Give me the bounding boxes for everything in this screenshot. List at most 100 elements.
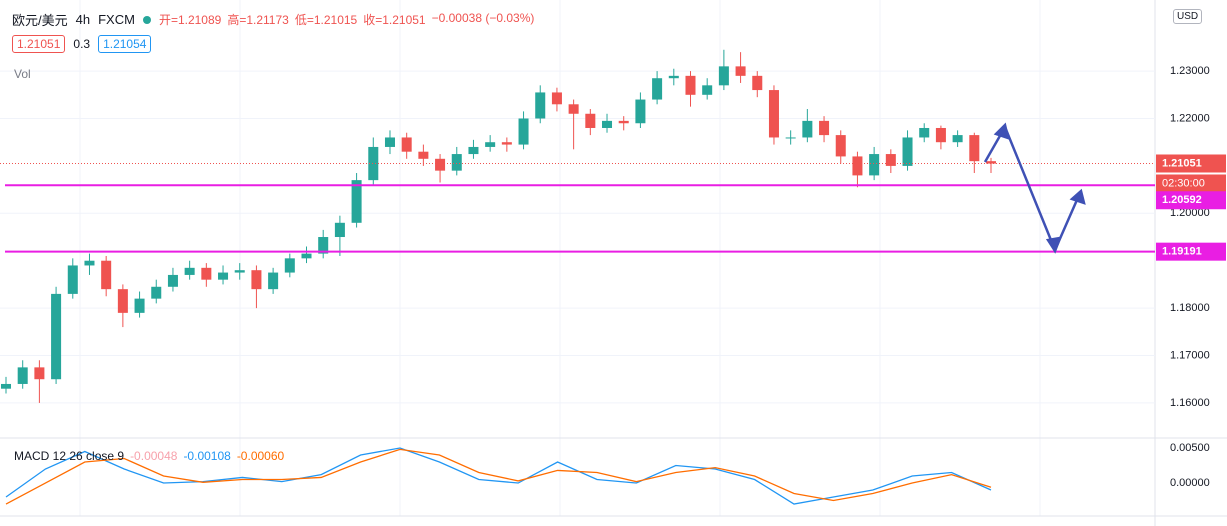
quote-badges: 1.21051 0.3 1.21054 (12, 35, 152, 53)
candle-body (17, 367, 28, 384)
candle-body (635, 99, 646, 124)
exchange: FXCM (98, 12, 135, 27)
candle-body (418, 151, 429, 159)
last-price-label: 1.21051 (1162, 157, 1202, 169)
candle-body (802, 120, 813, 138)
y-tick-label: 1.22000 (1170, 112, 1210, 124)
candle-body (652, 78, 663, 100)
bid[interactable]: 1.21051 (12, 35, 66, 53)
candle-body (234, 270, 245, 273)
ask[interactable]: 1.21054 (98, 35, 152, 53)
candle-body (668, 75, 679, 79)
countdown-box (1156, 174, 1226, 193)
candle-body (902, 137, 913, 166)
candle-body (919, 127, 930, 138)
y-tick-label: 1.17000 (1170, 349, 1210, 361)
candle-body (718, 66, 729, 86)
candle-body (752, 75, 763, 91)
candle-body (518, 118, 529, 145)
candle-body (334, 222, 345, 238)
candle-body (401, 137, 412, 152)
candle-body (201, 267, 212, 280)
high: 高=1.21173 (227, 13, 289, 27)
candle-body (985, 161, 997, 164)
symbol: 欧元/美元 (12, 13, 68, 28)
candle-body (935, 127, 946, 143)
candle-body (785, 137, 796, 139)
candle-body (568, 104, 579, 114)
candle-body (167, 274, 178, 287)
candle-body (134, 298, 145, 313)
candle-body (585, 113, 596, 128)
ohlc: 开=1.21089 高=1.21173 低=1.21015 收=1.21051 … (159, 11, 534, 28)
y-tick-label: 0.00000 (1170, 477, 1210, 489)
candle-body (0, 383, 12, 389)
candle-body (268, 272, 279, 290)
candle-body (351, 180, 362, 223)
candle-body (34, 367, 45, 380)
y-tick-label: 1.16000 (1170, 397, 1210, 409)
candle-body (485, 142, 496, 147)
currency[interactable]: USD (1173, 9, 1203, 24)
candle-body (885, 154, 896, 166)
time-grid (79, 0, 1041, 516)
candle-body (602, 120, 613, 128)
y-tick-label: 0.00500 (1170, 442, 1210, 454)
candle-body (535, 92, 546, 119)
candle-body (468, 146, 479, 155)
candle-body (67, 265, 78, 294)
macd-legend: MACD 12 26 close 9 -0.00048 -0.00108 -0.00… (14, 449, 284, 463)
header: 欧元/美元 4h FXCM 开=1.21089 高=1.21173 低=1.21… (12, 10, 534, 29)
candle-body (101, 260, 112, 290)
candle-body (384, 137, 395, 147)
y-tick-label: 1.18000 (1170, 302, 1210, 314)
candle-body (84, 260, 95, 266)
open: 开=1.21089 (158, 13, 222, 27)
y-tick-label: 1.20000 (1170, 207, 1210, 219)
level-box (1156, 191, 1226, 210)
macd-readout: -0.00108 (183, 449, 231, 463)
candle-body (451, 154, 462, 171)
candle-body (435, 158, 446, 171)
level-label: 1.20592 (1162, 194, 1202, 206)
interval: 4h (75, 12, 91, 27)
countdown: 02:30:00 (1162, 177, 1205, 189)
candle-body (819, 120, 830, 136)
y-tick-label: 1.23000 (1170, 65, 1210, 77)
candle-body (768, 90, 779, 138)
macd-readout: -0.00060 (236, 449, 285, 463)
candle-body (685, 75, 696, 95)
macd-line (5, 448, 992, 505)
candle-body (835, 135, 846, 157)
spread: 0.3 (73, 37, 91, 51)
candle-body (318, 237, 329, 254)
status-dot (142, 15, 151, 24)
change: −0.00038 (−0.03%) (431, 11, 535, 25)
candle-body (551, 92, 562, 105)
candle-body (301, 253, 312, 259)
candle-body (284, 258, 295, 273)
candle-body (852, 156, 863, 176)
macd-title: MACD 12 26 close 9 (14, 449, 125, 463)
candle-body (969, 135, 980, 162)
candle-body (51, 293, 62, 380)
candle-body (184, 267, 195, 275)
candle-body (869, 154, 880, 176)
volume-label: Vol (14, 67, 31, 81)
candle-body (251, 270, 262, 290)
candle-body (151, 286, 162, 299)
level-box (1156, 242, 1226, 261)
candle-body (735, 66, 746, 76)
candle-body (117, 289, 128, 313)
macd-readout: -0.00048 (130, 449, 178, 463)
last-price-box (1156, 154, 1226, 173)
close: 收=1.21051 (363, 13, 426, 27)
candle-body (952, 135, 963, 143)
drawn-arrows (983, 122, 1086, 254)
macd-line (5, 447, 992, 505)
level-label: 1.19191 (1162, 246, 1202, 258)
candle-body (501, 142, 512, 145)
low: 低=1.21015 (294, 13, 358, 27)
